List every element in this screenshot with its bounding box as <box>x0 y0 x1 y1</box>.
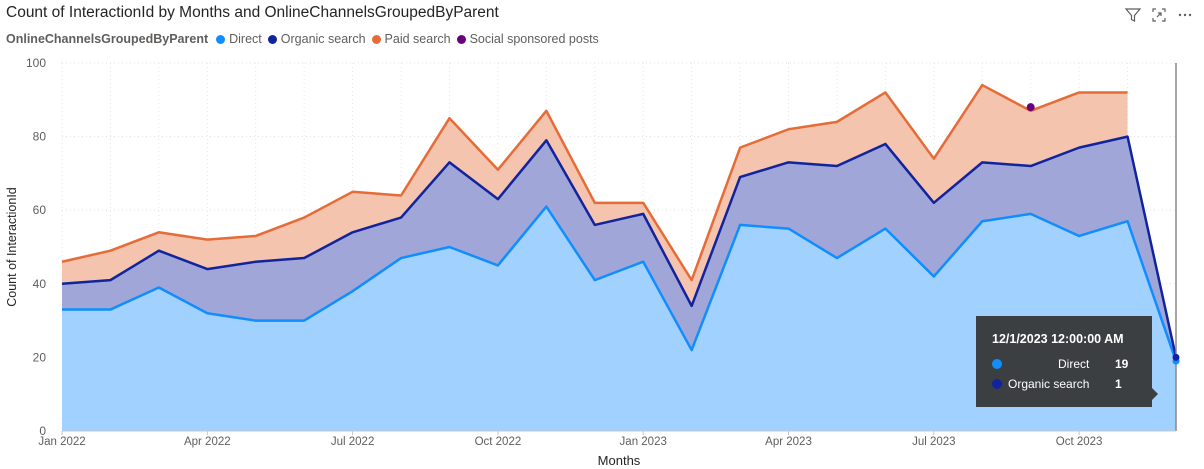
line-paid-search <box>61 83 1128 282</box>
legend-item-paid-search[interactable]: Paid search <box>371 32 451 46</box>
visual-header <box>1124 6 1194 24</box>
tooltip-value: 19 <box>1115 357 1129 371</box>
area-organic-search <box>62 136 1176 362</box>
area-direct <box>62 206 1176 431</box>
area-paid-search <box>62 85 1128 306</box>
legend-dot-icon <box>216 34 226 44</box>
legend-item-direct[interactable]: Direct <box>216 32 262 46</box>
line-organic-search <box>61 135 1178 358</box>
legend-label: Paid search <box>384 32 451 46</box>
filter-icon[interactable] <box>1124 6 1142 24</box>
more-options-icon[interactable] <box>1176 6 1194 24</box>
legend-label: Organic search <box>280 32 366 46</box>
x-tick-label: Apr 2022 <box>184 436 231 448</box>
tooltip-label: Direct <box>1058 357 1090 371</box>
legend-label: Direct <box>229 32 262 46</box>
x-tick-label: Jan 2023 <box>620 436 667 448</box>
x-tick-label: Jul 2023 <box>912 436 955 448</box>
legend-label: Social sponsored posts <box>469 32 599 46</box>
legend-title: OnlineChannelsGroupedByParent <box>6 32 209 46</box>
x-axis-title: Months <box>598 453 641 468</box>
line-direct <box>62 205 1178 362</box>
tooltip-label: Organic search <box>1008 377 1090 391</box>
tooltip-row-organic-search: Organic search 1 <box>992 374 1152 394</box>
x-tick-label: Oct 2022 <box>475 436 522 448</box>
tooltip-dot-icon <box>992 359 1002 369</box>
tooltip-row-direct: Direct 19 <box>992 354 1152 374</box>
y-tick-label: 80 <box>33 130 47 144</box>
legend-dot-icon <box>267 34 277 44</box>
legend-item-social-sponsored-posts[interactable]: Social sponsored posts <box>456 32 599 46</box>
y-tick-label: 20 <box>33 350 47 364</box>
y-tick-label: 60 <box>33 203 47 217</box>
tooltip-dot-icon <box>992 379 1002 389</box>
tooltip-title: 12/1/2023 12:00:00 AM <box>992 332 1124 346</box>
x-tick-label: Jan 2022 <box>38 436 85 448</box>
x-tick-label: Jul 2022 <box>331 436 374 448</box>
chart-legend: OnlineChannelsGroupedByParent Direct Org… <box>6 32 605 46</box>
y-tick-label: 100 <box>26 56 46 70</box>
y-axis-title: Count of InteractionId <box>5 187 19 307</box>
legend-dot-icon <box>456 34 466 44</box>
tooltip-value: 1 <box>1115 377 1122 391</box>
chart-tooltip: 12/1/2023 12:00:00 AM Direct 19 Organic … <box>976 316 1158 407</box>
point-social-sponsored-posts <box>1026 103 1035 112</box>
legend-item-organic-search[interactable]: Organic search <box>267 32 366 46</box>
chart-title: Count of InteractionId by Months and Onl… <box>6 4 499 21</box>
y-tick-label: 40 <box>33 277 47 291</box>
hover-point-organic-search <box>1172 353 1180 361</box>
x-tick-label: Apr 2023 <box>765 436 812 448</box>
x-tick-label: Oct 2023 <box>1056 436 1103 448</box>
y-tick-label: 0 <box>39 424 46 438</box>
legend-dot-icon <box>371 34 381 44</box>
focus-mode-icon[interactable] <box>1150 6 1168 24</box>
